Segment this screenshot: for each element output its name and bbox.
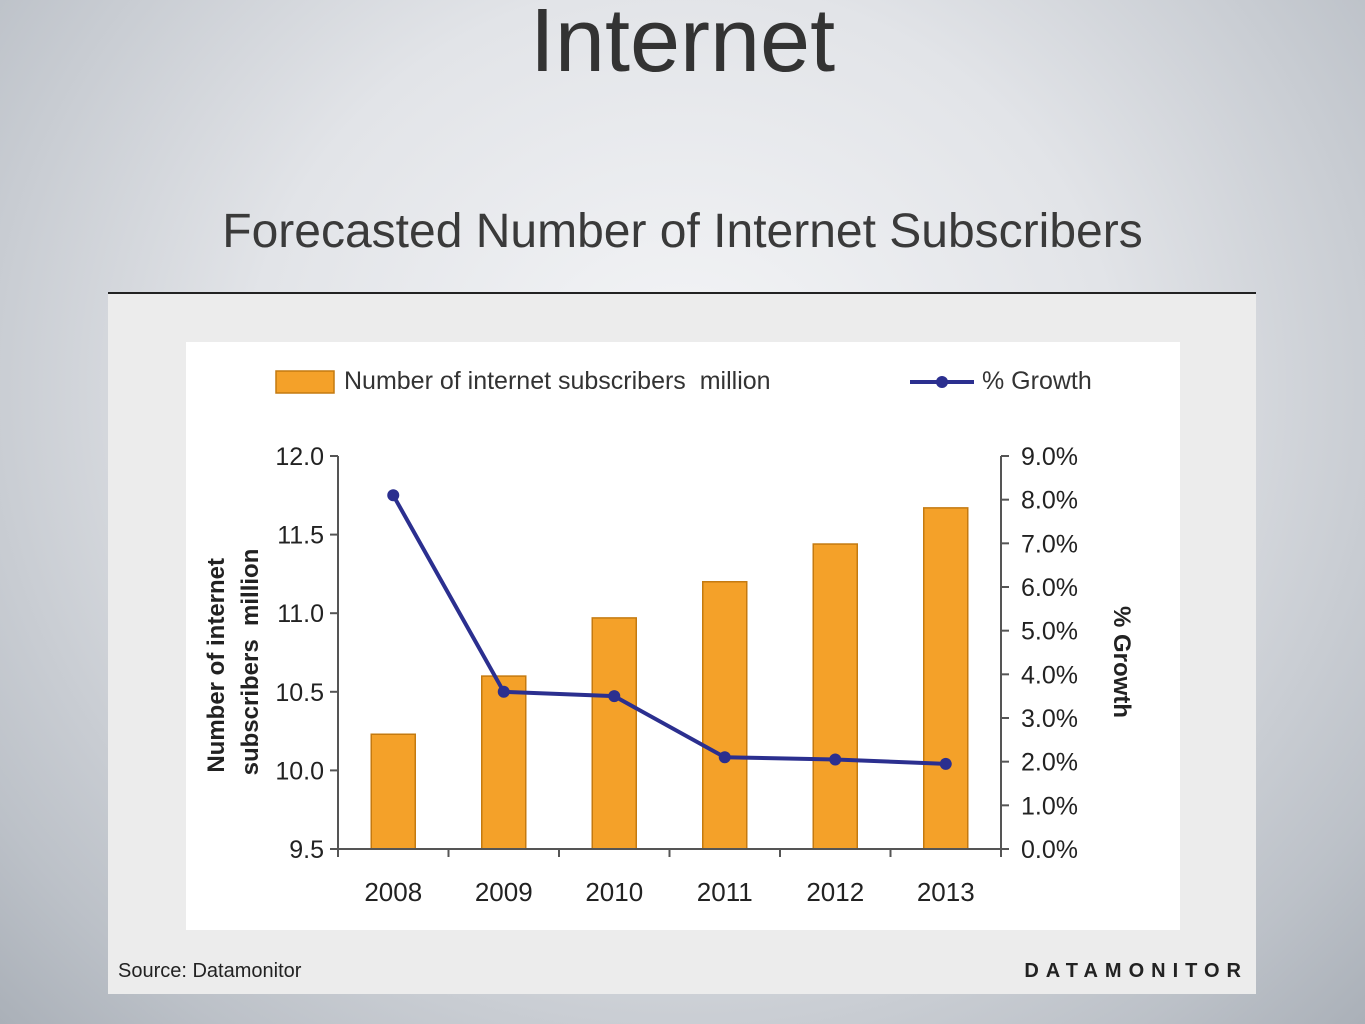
growth-point-2008: [387, 489, 400, 502]
chart-frame: Number of internet subscribers million %…: [108, 292, 1256, 994]
legend-swatch-subscribers: [275, 370, 335, 394]
y2-tick-label: 9.0%: [1021, 443, 1078, 471]
legend-label-growth: % Growth: [982, 367, 1092, 395]
y-tick-label: 10.5: [275, 679, 324, 707]
brand-label: DATAMONITOR: [1024, 960, 1248, 982]
slide-title: Internet: [529, 0, 836, 91]
x-tick-label: 2011: [697, 877, 753, 907]
y-tick-label: 10.0: [275, 757, 324, 785]
y-axis-label-line-2: subscribers million: [237, 549, 264, 776]
plot-area: 9.5 10.0 10.5 11.0 11.5 12.0 0.0% 1.0% 2.0% 3.0% 4…: [275, 443, 1078, 907]
y2-tick-label: 0.0%: [1021, 836, 1078, 864]
y2-tick-label: 8.0%: [1021, 487, 1078, 515]
growth-point-2012: [829, 753, 842, 766]
y2-tick-label: 5.0%: [1021, 618, 1078, 646]
y2-tick-label: 3.0%: [1021, 705, 1078, 733]
growth-point-2010: [608, 690, 621, 703]
y-tick-label: 11.0: [277, 600, 324, 628]
y2-tick-label: 2.0%: [1021, 749, 1078, 777]
x-tick-label: 2012: [806, 877, 864, 907]
y2-tick-label: 4.0%: [1021, 661, 1078, 689]
bar-2009: [481, 675, 527, 850]
x-tick-label: 2013: [917, 877, 975, 907]
y-tick-label: 12.0: [275, 443, 324, 471]
legend-label-subscribers: Number of internet subscribers million: [344, 367, 771, 395]
chart-legend: Number of internet subscribers million %…: [275, 367, 1092, 395]
slide-subtitle: Forecasted Number of Internet Subscriber…: [222, 205, 1143, 258]
y2-tick-label: 6.0%: [1021, 574, 1078, 602]
y2-tick-label: 7.0%: [1021, 530, 1078, 558]
y2-tick-label: 1.0%: [1021, 792, 1078, 820]
growth-line: [391, 494, 946, 766]
source-label: Source: Datamonitor: [118, 960, 302, 982]
y-tick-label: 11.5: [277, 522, 324, 550]
y-tick-label: 9.5: [289, 836, 324, 864]
bar-2010: [591, 617, 637, 850]
x-tick-label: 2010: [585, 877, 643, 907]
bar-2012: [812, 543, 858, 850]
bar-2008: [370, 733, 416, 850]
legend-marker-growth: [936, 376, 948, 388]
y-axis-label-line-1: Number of internet: [203, 558, 230, 773]
x-tick-label: 2008: [364, 877, 422, 907]
subscribers-chart: Number of internet subscribers million %…: [203, 367, 1135, 907]
growth-point-2013: [939, 757, 952, 770]
y-axis-label: Number of internet subscribers million: [203, 549, 264, 776]
growth-point-2009: [497, 685, 510, 698]
bar-2013: [923, 507, 969, 850]
y2-axis-label: % Growth: [1108, 606, 1135, 718]
bar-2011: [702, 581, 748, 850]
x-tick-label: 2009: [475, 877, 533, 907]
growth-point-2011: [718, 751, 731, 764]
chart-panel: Number of internet subscribers million %…: [186, 342, 1180, 930]
